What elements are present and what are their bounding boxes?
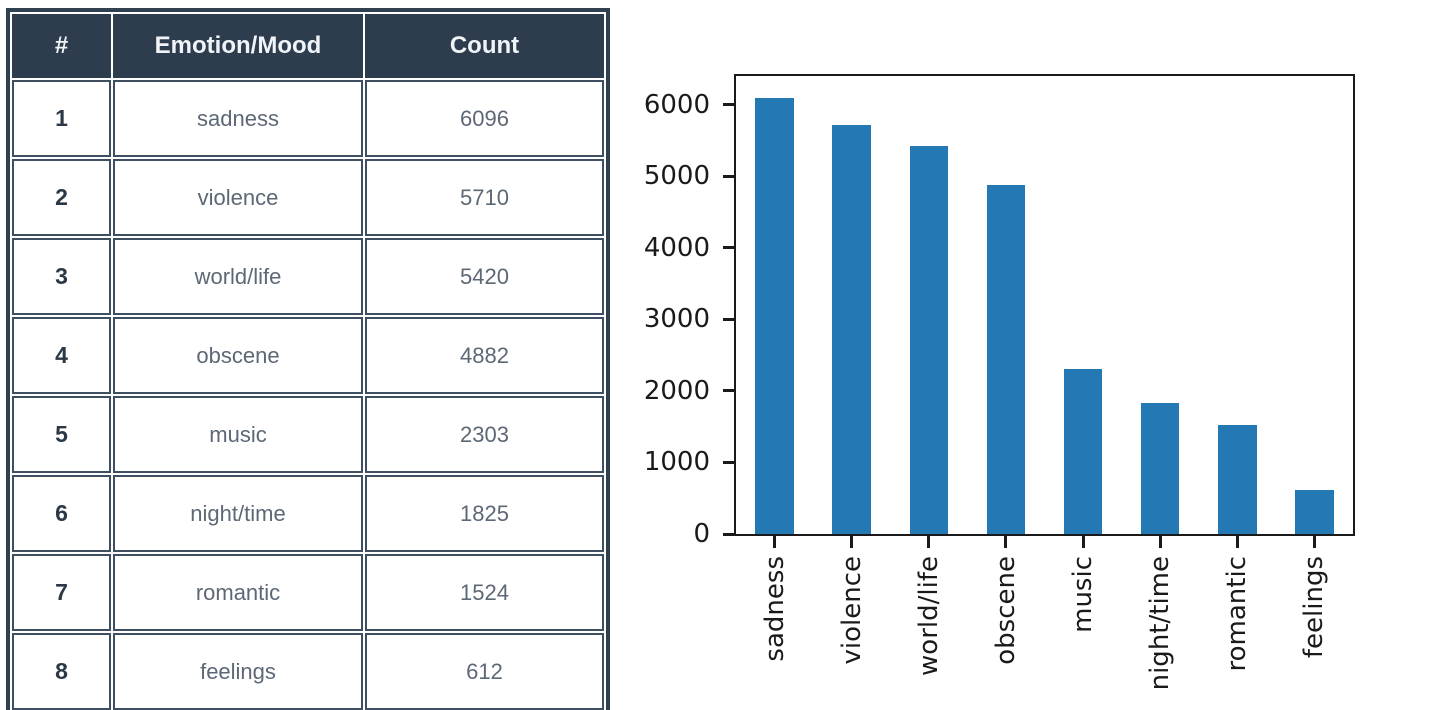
table-cell-emotion: violence — [113, 159, 363, 236]
x-axis-tick — [773, 536, 777, 548]
bar-sadness — [755, 97, 794, 534]
y-axis-tick-label: 3000 — [643, 304, 710, 335]
table-row: 1 sadness 6096 — [12, 80, 604, 157]
table-cell-count: 5710 — [365, 159, 604, 236]
x-axis-tick — [1081, 536, 1085, 548]
table-cell-rank: 2 — [12, 159, 111, 236]
table-cell-rank: 8 — [12, 633, 111, 710]
x-axis-tick-label: romantic — [1222, 556, 1253, 672]
x-axis-tick-label: feelings — [1299, 556, 1330, 659]
bar-night/time — [1140, 403, 1180, 534]
y-axis-tick — [723, 246, 734, 250]
x-axis-tick-label: music — [1068, 556, 1099, 633]
table-cell-rank: 7 — [12, 554, 111, 631]
y-axis-tick — [723, 532, 734, 536]
x-axis-tick-label: sadness — [759, 556, 790, 662]
x-axis-tick — [1235, 536, 1239, 548]
x-axis-tick-label: world/life — [913, 556, 944, 676]
table-cell-emotion: obscene — [113, 317, 363, 394]
table-body: 1 sadness 6096 2 violence 5710 3 world/life 5420… — [12, 80, 604, 710]
table-cell-count: 6096 — [365, 80, 604, 157]
y-axis-tick — [723, 317, 734, 321]
y-axis-tick — [723, 174, 734, 178]
table-cell-count: 2303 — [365, 396, 604, 473]
table-row: 3 world/life 5420 — [12, 238, 604, 315]
table-cell-rank: 3 — [12, 238, 111, 315]
table-cell-count: 1524 — [365, 554, 604, 631]
x-axis-tick — [1158, 536, 1162, 548]
bar-feelings — [1295, 490, 1334, 534]
table-cell-emotion: sadness — [113, 80, 363, 157]
table-cell-emotion: feelings — [113, 633, 363, 710]
x-axis-tick — [850, 536, 854, 548]
table-cell-emotion: world/life — [113, 238, 363, 315]
x-axis-tick-label: violence — [836, 556, 867, 665]
x-axis-tick — [1312, 536, 1316, 548]
bar-music — [1063, 369, 1103, 534]
column-header-rank: # — [12, 14, 111, 78]
table-row: 4 obscene 4882 — [12, 317, 604, 394]
table-cell-count: 5420 — [365, 238, 604, 315]
table-header-row: # Emotion/Mood Count — [12, 14, 604, 78]
x-axis-tick-label: night/time — [1145, 556, 1176, 691]
table-row: 5 music 2303 — [12, 396, 604, 473]
y-axis-tick — [723, 389, 734, 393]
table-cell-rank: 5 — [12, 396, 111, 473]
y-axis-tick — [723, 460, 734, 464]
table-cell-emotion: romantic — [113, 554, 363, 631]
table-row: 7 romantic 1524 — [12, 554, 604, 631]
table-cell-emotion: music — [113, 396, 363, 473]
table-cell-rank: 1 — [12, 80, 111, 157]
column-header-count: Count — [365, 14, 604, 78]
y-axis-tick-label: 0 — [693, 519, 710, 549]
table-cell-count: 1825 — [365, 475, 604, 552]
bar-violence — [832, 125, 871, 534]
table-row: 6 night/time 1825 — [12, 475, 604, 552]
x-axis-tick — [1004, 536, 1008, 548]
column-header-emotion: Emotion/Mood — [113, 14, 363, 78]
table-cell-count: 612 — [365, 633, 604, 710]
x-axis-tick — [927, 536, 931, 548]
y-axis-tick-label: 1000 — [643, 447, 710, 478]
y-axis-tick-label: 5000 — [643, 161, 710, 192]
y-axis-tick-label: 6000 — [643, 89, 710, 120]
y-axis-tick-label: 4000 — [643, 232, 710, 263]
table-cell-emotion: night/time — [113, 475, 363, 552]
table-row: 8 feelings 612 — [12, 633, 604, 710]
bar-world/life — [909, 146, 949, 534]
table-cell-count: 4882 — [365, 317, 604, 394]
emotion-mood-table: # Emotion/Mood Count 1 sadness 6096 2 violen… — [6, 8, 610, 710]
y-axis-tick — [723, 103, 734, 107]
table-row: 2 violence 5710 — [12, 159, 604, 236]
table-cell-rank: 6 — [12, 475, 111, 552]
bar-romantic — [1218, 424, 1257, 534]
table-cell-rank: 4 — [12, 317, 111, 394]
bar-obscene — [986, 184, 1026, 534]
y-axis-tick-label: 2000 — [643, 375, 710, 406]
x-axis-tick-label: obscene — [990, 556, 1021, 665]
emotion-bar-chart: 0 1000 2000 3000 4000 5000 6000 sadness violence… — [644, 74, 1355, 690]
